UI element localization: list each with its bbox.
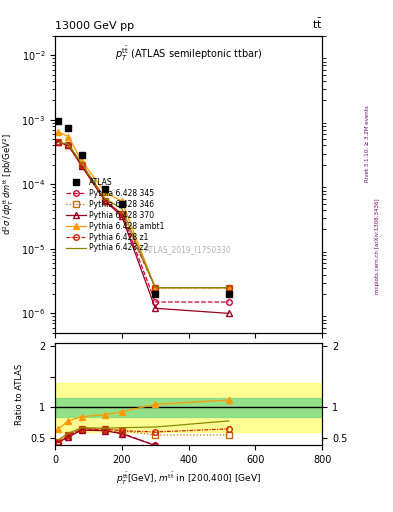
Pythia 6.428 346 — [226, 285, 231, 291]
ATLAS — [153, 291, 158, 297]
Pythia 6.428 z1 — [79, 162, 84, 168]
Pythia 6.428 345 — [56, 139, 61, 145]
Pythia 6.428 346 — [119, 210, 124, 217]
X-axis label: $p_T^{\mathrm{t\bar{t}}}$[GeV], $m^{\mathrm{t\bar{t}}}$ in [200,400] [GeV]: $p_T^{\mathrm{t\bar{t}}}$[GeV], $m^{\mat… — [116, 471, 261, 487]
Line: Pythia 6.428 ambt1: Pythia 6.428 ambt1 — [55, 129, 231, 290]
Pythia 6.428 z2 — [56, 139, 61, 145]
Pythia 6.428 370 — [119, 213, 124, 219]
Text: 13000 GeV pp: 13000 GeV pp — [55, 20, 134, 31]
Pythia 6.428 z2 — [103, 196, 108, 202]
Pythia 6.428 346 — [56, 139, 61, 145]
Line: Pythia 6.428 345: Pythia 6.428 345 — [55, 139, 231, 305]
Line: Pythia 6.428 346: Pythia 6.428 346 — [55, 139, 231, 290]
Text: $\mathrm{t\bar{t}}$: $\mathrm{t\bar{t}}$ — [312, 16, 322, 31]
ATLAS — [226, 291, 231, 297]
Pythia 6.428 ambt1 — [226, 285, 231, 291]
Line: ATLAS: ATLAS — [55, 118, 232, 297]
Pythia 6.428 345 — [153, 299, 158, 305]
Bar — [55, 398, 322, 417]
Pythia 6.428 346 — [66, 142, 71, 148]
ATLAS — [119, 201, 124, 207]
Pythia 6.428 346 — [153, 285, 158, 291]
Line: Pythia 6.428 z1: Pythia 6.428 z1 — [55, 139, 231, 290]
Pythia 6.428 z2 — [66, 141, 71, 147]
Pythia 6.428 ambt1 — [153, 285, 158, 291]
Legend: ATLAS, Pythia 6.428 345, Pythia 6.428 346, Pythia 6.428 370, Pythia 6.428 ambt1,: ATLAS, Pythia 6.428 345, Pythia 6.428 34… — [64, 176, 166, 255]
Text: ATLAS_2019_I1750330: ATLAS_2019_I1750330 — [145, 245, 232, 254]
Text: $p_T^{\mathrm{t\bar{t}}}$ (ATLAS semileptonic ttbar): $p_T^{\mathrm{t\bar{t}}}$ (ATLAS semilep… — [115, 45, 262, 63]
Pythia 6.428 345 — [226, 299, 231, 305]
Pythia 6.428 370 — [56, 139, 61, 145]
Pythia 6.428 345 — [66, 142, 71, 148]
Pythia 6.428 370 — [226, 310, 231, 316]
Pythia 6.428 370 — [66, 142, 71, 148]
Text: Rivet 3.1.10, ≥ 3.2M events: Rivet 3.1.10, ≥ 3.2M events — [365, 105, 370, 182]
Pythia 6.428 370 — [79, 163, 84, 169]
Pythia 6.428 370 — [103, 198, 108, 204]
Pythia 6.428 z1 — [103, 198, 108, 204]
Pythia 6.428 z2 — [153, 285, 158, 291]
Pythia 6.428 z2 — [119, 205, 124, 211]
Pythia 6.428 ambt1 — [119, 198, 124, 204]
ATLAS — [66, 125, 71, 131]
Pythia 6.428 345 — [79, 162, 84, 168]
Pythia 6.428 z1 — [226, 285, 231, 291]
ATLAS — [56, 118, 61, 124]
Pythia 6.428 z1 — [153, 285, 158, 291]
Line: Pythia 6.428 z2: Pythia 6.428 z2 — [59, 142, 229, 288]
Pythia 6.428 z1 — [66, 142, 71, 148]
Y-axis label: Ratio to ATLAS: Ratio to ATLAS — [15, 364, 24, 425]
Pythia 6.428 ambt1 — [103, 189, 108, 196]
Y-axis label: $\mathrm{d}^2\sigma\,/\,dp_T^{\mathrm{t\bar{t}}}\,dm^{\mathrm{t\bar{t}}}$ [pb/Ge: $\mathrm{d}^2\sigma\,/\,dp_T^{\mathrm{t\… — [0, 134, 16, 235]
Pythia 6.428 345 — [103, 198, 108, 204]
Pythia 6.428 z1 — [119, 210, 124, 217]
Pythia 6.428 ambt1 — [56, 129, 61, 135]
Pythia 6.428 z2 — [79, 160, 84, 166]
Pythia 6.428 z2 — [226, 285, 231, 291]
Pythia 6.428 z1 — [56, 139, 61, 145]
Pythia 6.428 ambt1 — [79, 158, 84, 164]
ATLAS — [103, 186, 108, 192]
Pythia 6.428 345 — [119, 210, 124, 217]
Line: Pythia 6.428 370: Pythia 6.428 370 — [55, 139, 231, 316]
ATLAS — [79, 153, 84, 159]
Pythia 6.428 ambt1 — [66, 134, 71, 140]
Pythia 6.428 346 — [79, 162, 84, 168]
Bar — [55, 383, 322, 432]
Text: mcplots.cern.ch [arXiv:1306.3436]: mcplots.cern.ch [arXiv:1306.3436] — [375, 198, 380, 293]
Pythia 6.428 346 — [103, 198, 108, 204]
Pythia 6.428 370 — [153, 305, 158, 311]
